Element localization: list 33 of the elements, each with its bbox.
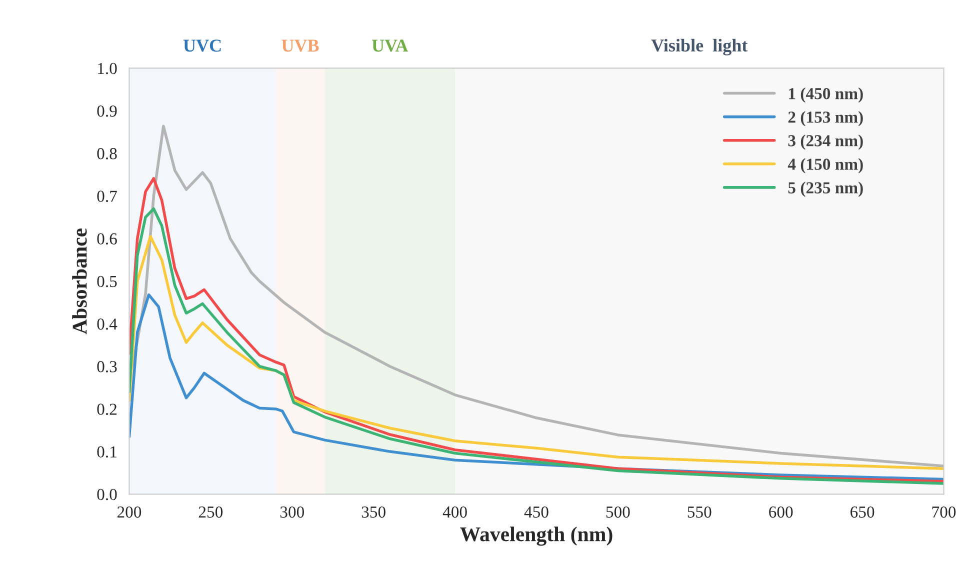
- x-tick-label: 300: [280, 506, 304, 518]
- y-tick-label: 0.6: [97, 233, 117, 245]
- x-tick-label: 600: [769, 506, 793, 518]
- legend-label: 3 (234 nm): [788, 134, 863, 150]
- legend-label: 5 (235 nm): [788, 182, 863, 197]
- x-tick-label: 700: [932, 506, 956, 518]
- x-tick-label: 400: [442, 506, 467, 518]
- x-tick-label: 200: [117, 506, 142, 518]
- band-label: UVC: [183, 40, 221, 52]
- y-tick-label: 1.0: [98, 62, 117, 74]
- x-tick-label: 450: [524, 506, 548, 518]
- band-label: UVB: [282, 40, 319, 52]
- y-tick-label: 0.7: [97, 190, 117, 202]
- legend-label: 2 (153 nm): [788, 111, 863, 126]
- x-tick-label: 550: [688, 506, 712, 518]
- x-tick-label: 500: [606, 506, 630, 518]
- y-tick-label: 0.3: [97, 361, 117, 372]
- x-tick-label: 250: [198, 506, 223, 518]
- legend-label: 4 (150 nm): [788, 158, 863, 174]
- band-label: UVA: [372, 40, 408, 52]
- y-tick-label: 0.8: [97, 148, 117, 160]
- y-tick-label: 0.9: [97, 105, 117, 117]
- x-tick-label: 650: [850, 506, 874, 518]
- y-tick-label: 0.0: [97, 488, 117, 500]
- band-label: Visible light: [651, 38, 748, 56]
- y-axis-title: Absorbance: [72, 228, 87, 334]
- y-tick-label: 0.2: [97, 404, 117, 415]
- x-tick-label: 350: [362, 506, 386, 518]
- y-tick-label: 0.5: [97, 276, 117, 288]
- legend-label: 1 (450 nm): [789, 88, 863, 103]
- x-axis-title: Wavelength (nm): [460, 526, 612, 546]
- y-tick-label: 0.4: [97, 318, 118, 330]
- y-tick-label: 0.1: [97, 446, 116, 458]
